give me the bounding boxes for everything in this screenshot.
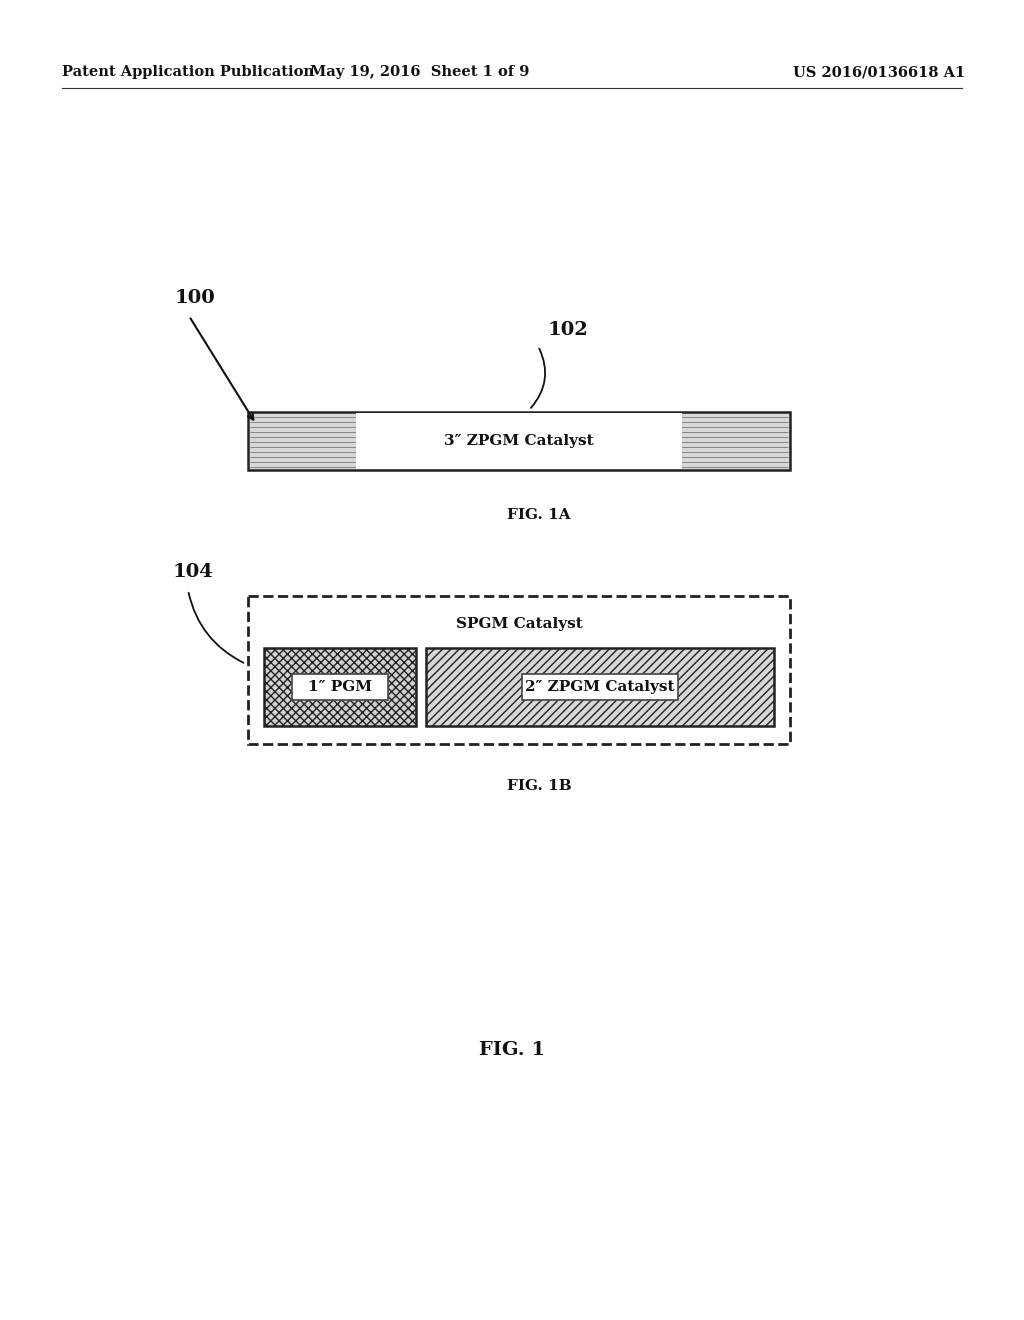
- Text: 1″ PGM: 1″ PGM: [308, 680, 372, 694]
- Text: May 19, 2016  Sheet 1 of 9: May 19, 2016 Sheet 1 of 9: [310, 65, 529, 79]
- Text: Patent Application Publication: Patent Application Publication: [62, 65, 314, 79]
- Text: 102: 102: [548, 321, 589, 339]
- Bar: [248, 412, 790, 470]
- Bar: [292, 675, 388, 700]
- Text: FIG. 1A: FIG. 1A: [507, 508, 570, 521]
- Text: US 2016/0136618 A1: US 2016/0136618 A1: [793, 65, 965, 79]
- Bar: [264, 648, 416, 726]
- Bar: [522, 675, 678, 700]
- Text: SPGM Catalyst: SPGM Catalyst: [456, 616, 583, 631]
- Bar: [356, 413, 682, 469]
- Bar: [426, 648, 774, 726]
- Bar: [248, 597, 790, 744]
- Text: FIG. 1B: FIG. 1B: [507, 779, 571, 793]
- Text: 104: 104: [173, 564, 214, 581]
- Text: 3″ ZPGM Catalyst: 3″ ZPGM Catalyst: [444, 434, 594, 447]
- Text: FIG. 1: FIG. 1: [479, 1041, 545, 1059]
- Text: 100: 100: [175, 289, 216, 308]
- Text: 2″ ZPGM Catalyst: 2″ ZPGM Catalyst: [525, 680, 675, 694]
